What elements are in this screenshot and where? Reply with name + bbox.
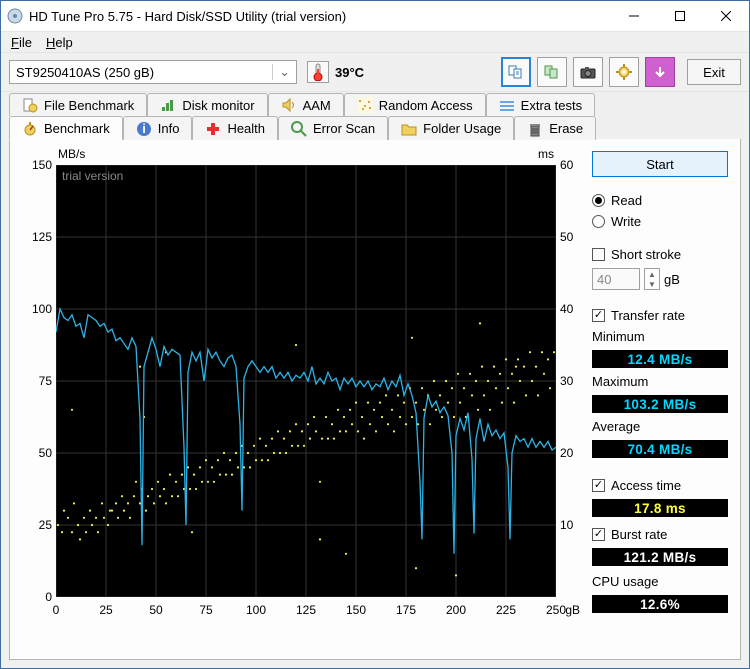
checkbox-icon bbox=[592, 309, 605, 322]
error-scan-icon bbox=[291, 121, 307, 137]
tab-info[interactable]: iInfo bbox=[123, 116, 193, 140]
random-access-icon bbox=[357, 97, 373, 113]
tab-aam[interactable]: AAM bbox=[268, 93, 344, 116]
short-stroke-input[interactable] bbox=[592, 268, 640, 290]
checkbox-icon bbox=[592, 248, 605, 261]
save-button[interactable] bbox=[645, 57, 675, 87]
radio-icon bbox=[592, 215, 605, 228]
cpu-usage-value: 12.6% bbox=[592, 595, 728, 613]
y-left-unit: MB/s bbox=[58, 147, 85, 161]
titlebar: HD Tune Pro 5.75 - Hard Disk/SSD Utility… bbox=[1, 1, 749, 31]
maximum-label: Maximum bbox=[592, 374, 728, 389]
close-button[interactable] bbox=[703, 1, 749, 31]
copy-screenshot-button[interactable] bbox=[537, 57, 567, 87]
y-right-axis: 102030405060 bbox=[556, 151, 582, 619]
tab-file-benchmark[interactable]: File Benchmark bbox=[9, 93, 147, 116]
copy-info-button[interactable] bbox=[501, 57, 531, 87]
results-panel: Start Read Write Short stroke ▲▼ gB Tran… bbox=[592, 151, 728, 647]
tab-erase[interactable]: Erase bbox=[514, 116, 596, 140]
app-window: HD Tune Pro 5.75 - Hard Disk/SSD Utility… bbox=[0, 0, 750, 669]
thermometer-icon bbox=[307, 61, 329, 83]
svg-text:i: i bbox=[142, 121, 146, 136]
drive-select[interactable]: ST9250410AS (250 gB) ⌄ bbox=[9, 60, 297, 84]
menu-help[interactable]: Help bbox=[40, 33, 79, 52]
settings-button[interactable] bbox=[609, 57, 639, 87]
spinner-buttons[interactable]: ▲▼ bbox=[644, 268, 660, 290]
y-left-axis: 0255075100125150 bbox=[22, 151, 56, 619]
y-right-unit: ms bbox=[538, 147, 554, 161]
benchmark-chart: MB/s ms 0255075100125150 102030405060 tr… bbox=[22, 151, 582, 619]
access-time-value: 17.8 ms bbox=[592, 499, 728, 517]
menubar: File Help bbox=[1, 31, 749, 52]
x-unit: gB bbox=[565, 603, 580, 617]
folder-usage-icon bbox=[401, 121, 417, 137]
aam-icon bbox=[281, 97, 297, 113]
short-stroke-checkbox[interactable]: Short stroke bbox=[592, 247, 728, 262]
checkbox-icon bbox=[592, 528, 605, 541]
minimize-button[interactable] bbox=[611, 1, 657, 31]
cpu-usage-label: CPU usage bbox=[592, 574, 728, 589]
maximize-button[interactable] bbox=[657, 1, 703, 31]
tab-health[interactable]: Health bbox=[192, 116, 278, 140]
screenshot-button[interactable] bbox=[573, 57, 603, 87]
file-benchmark-icon bbox=[22, 97, 38, 113]
extra-tests-icon bbox=[499, 97, 515, 113]
maximum-value: 103.2 MB/s bbox=[592, 395, 728, 413]
tab-folder-usage[interactable]: Folder Usage bbox=[388, 116, 514, 140]
toolbar: ST9250410AS (250 gB) ⌄ 39°C Exit bbox=[1, 52, 749, 92]
benchmark-icon bbox=[22, 120, 38, 136]
window-title: HD Tune Pro 5.75 - Hard Disk/SSD Utility… bbox=[29, 9, 611, 24]
transfer-rate-checkbox[interactable]: Transfer rate bbox=[592, 308, 728, 323]
average-label: Average bbox=[592, 419, 728, 434]
burst-rate-checkbox[interactable]: Burst rate bbox=[592, 527, 728, 542]
chart-plot-area: trial version bbox=[56, 165, 556, 597]
tab-random-access[interactable]: Random Access bbox=[344, 93, 486, 116]
read-radio[interactable]: Read bbox=[592, 193, 728, 208]
minimum-value: 12.4 MB/s bbox=[592, 350, 728, 368]
tabs-area: File Benchmark Disk monitor AAM Random A… bbox=[1, 92, 749, 139]
start-button[interactable]: Start bbox=[592, 151, 728, 177]
drive-select-value: ST9250410AS (250 gB) bbox=[16, 65, 154, 80]
erase-icon bbox=[527, 121, 543, 137]
tab-benchmark[interactable]: Benchmark bbox=[9, 116, 123, 140]
tab-disk-monitor[interactable]: Disk monitor bbox=[147, 93, 267, 116]
minimum-label: Minimum bbox=[592, 329, 728, 344]
x-axis: gB 0255075100125150175200225250 bbox=[56, 601, 556, 619]
access-time-checkbox[interactable]: Access time bbox=[592, 478, 728, 493]
info-icon: i bbox=[136, 121, 152, 137]
short-stroke-spinner[interactable]: ▲▼ gB bbox=[592, 268, 728, 290]
benchmark-panel: MB/s ms 0255075100125150 102030405060 tr… bbox=[9, 139, 741, 660]
temperature-value: 39°C bbox=[335, 65, 364, 80]
tab-error-scan[interactable]: Error Scan bbox=[278, 116, 388, 140]
checkbox-icon bbox=[592, 479, 605, 492]
tab-extra-tests[interactable]: Extra tests bbox=[486, 93, 595, 116]
write-radio[interactable]: Write bbox=[592, 214, 728, 229]
disk-monitor-icon bbox=[160, 97, 176, 113]
dropdown-icon: ⌄ bbox=[272, 64, 290, 80]
radio-icon bbox=[592, 194, 605, 207]
chart-svg bbox=[56, 165, 556, 597]
burst-rate-value: 121.2 MB/s bbox=[592, 548, 728, 566]
exit-button[interactable]: Exit bbox=[687, 59, 741, 85]
menu-file[interactable]: File bbox=[5, 33, 38, 52]
health-icon bbox=[205, 121, 221, 137]
average-value: 70.4 MB/s bbox=[592, 440, 728, 458]
chart-watermark: trial version bbox=[62, 169, 123, 183]
app-icon bbox=[7, 8, 23, 24]
